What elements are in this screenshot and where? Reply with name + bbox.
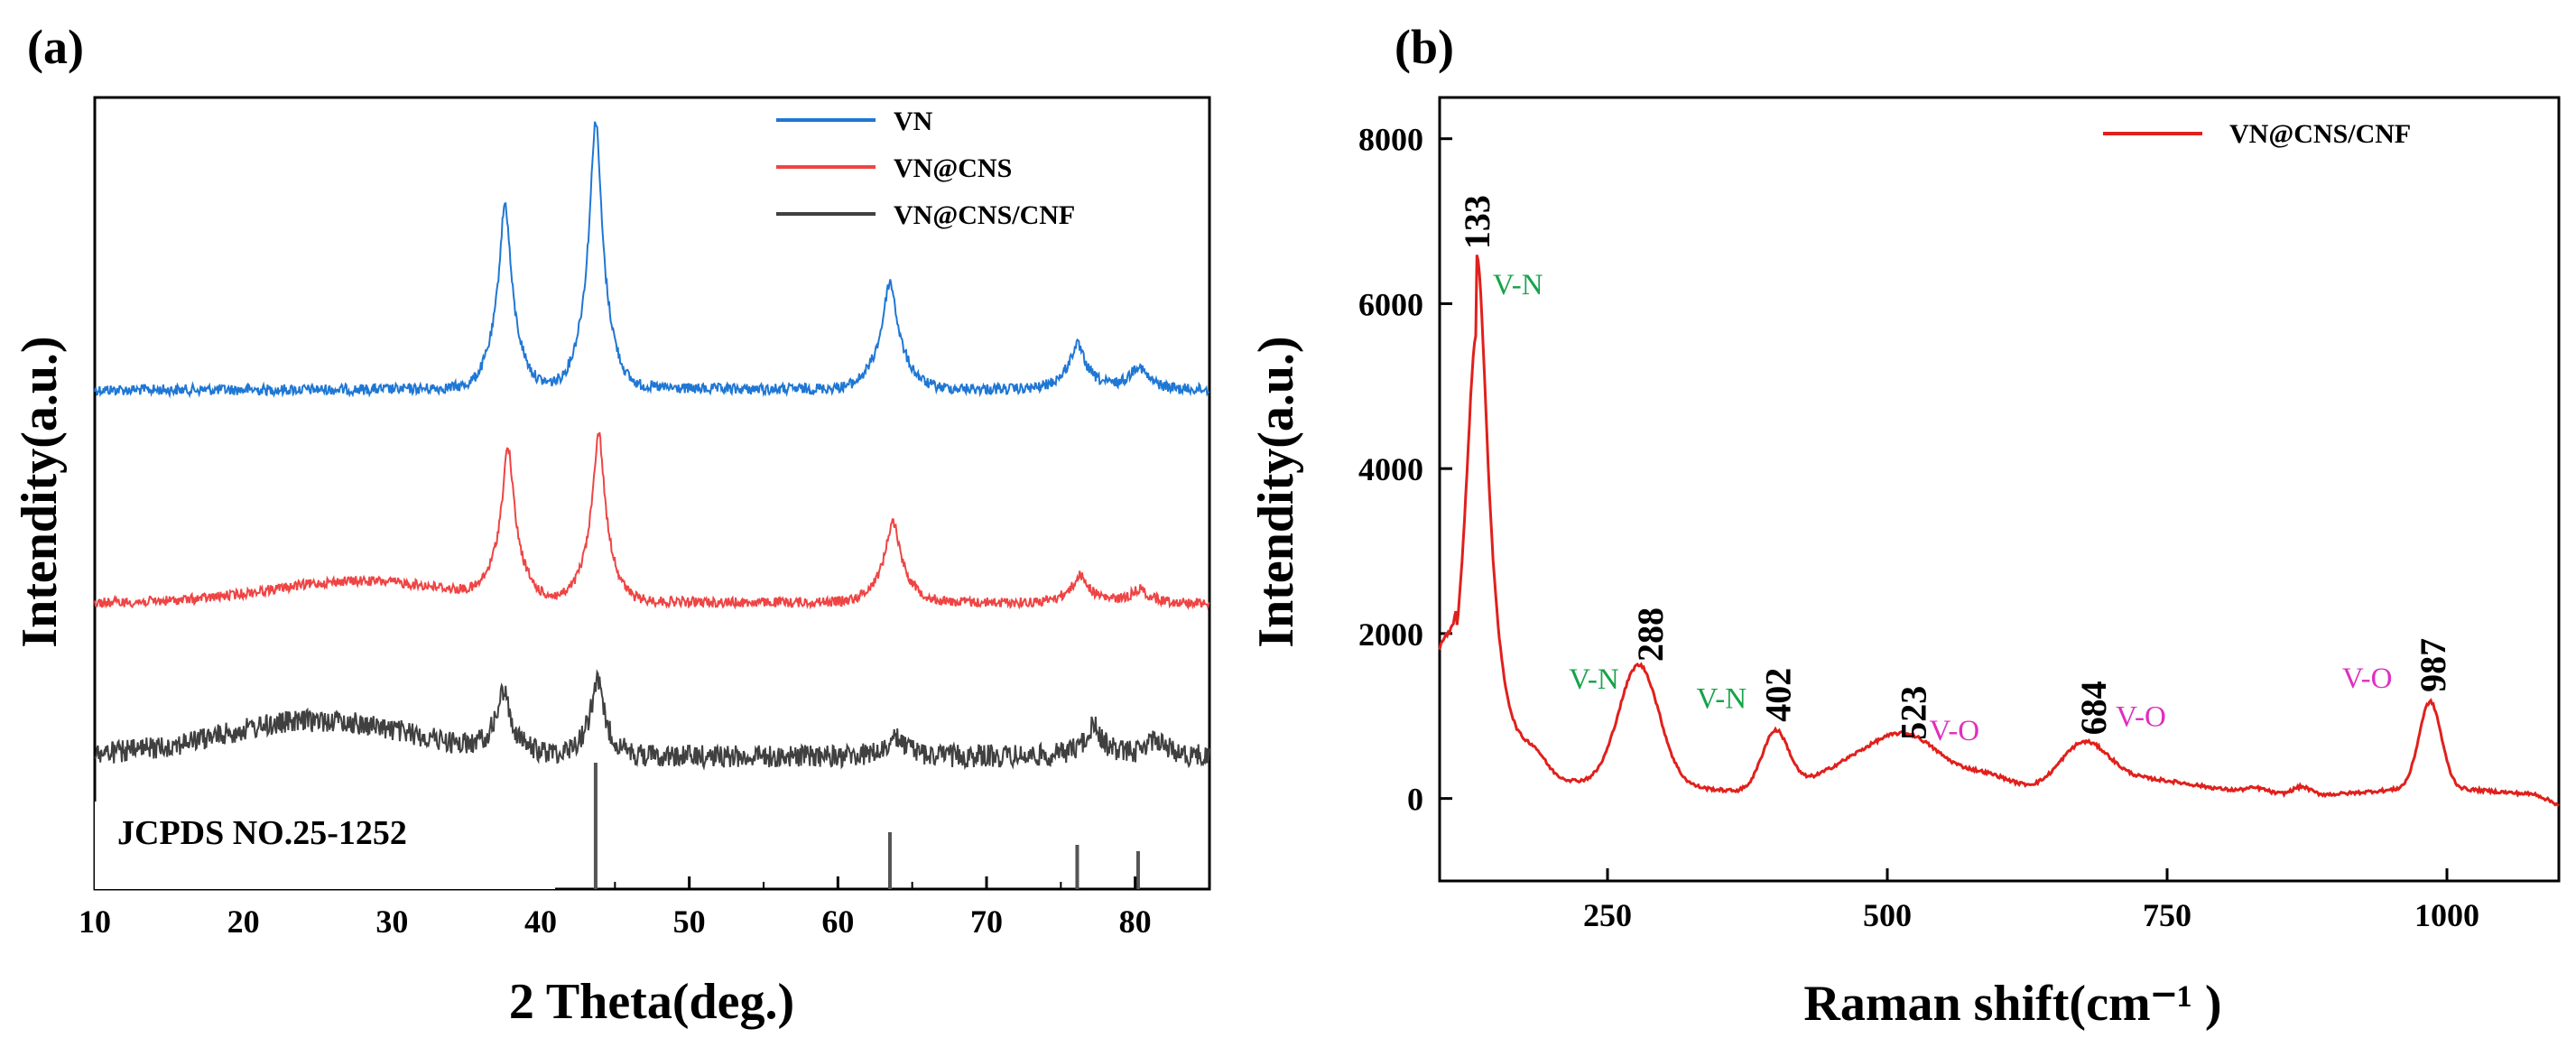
panel-b-y-axis-title: Intendity(a.u.) <box>1248 336 1304 647</box>
panel-a-x-tick-label: 10 <box>79 904 111 940</box>
panel-b-series-group <box>1438 255 2560 807</box>
panel-a-x-ticks: 10 20 30 40 50 60 70 80 <box>79 876 1152 940</box>
jcpds-label: JCPDS NO.25-1252 <box>117 814 407 852</box>
peak-assignment-label: V-N <box>1696 683 1747 716</box>
panel-a-x-tick-label: 20 <box>227 904 260 940</box>
panel-b: (b) 0 2000 4000 6000 8000 250 500 750 1000 133 V… <box>1248 20 2561 1032</box>
panel-b-x-tick-label: 1000 <box>2414 897 2479 933</box>
panel-b-x-tick-label: 500 <box>1863 897 1912 933</box>
panel-b-y-tick-label: 2000 <box>1358 616 1423 653</box>
panel-a-x-tick-label: 40 <box>524 904 557 940</box>
panel-a-label: (a) <box>27 20 84 74</box>
panel-b-raman-line <box>1438 255 2560 807</box>
panel-b-plot-frame <box>1438 96 2561 883</box>
peak-assignment-label: V-O <box>2342 663 2393 695</box>
panel-b-y-tick-label: 8000 <box>1358 122 1423 158</box>
peak-assignment-label: V-O <box>2116 700 2166 733</box>
panel-b-y-ticks: 0 2000 4000 6000 8000 <box>1358 122 1452 818</box>
jcpds-box-bg <box>95 802 555 889</box>
peak-assignment-label: V-N <box>1569 663 1619 696</box>
panel-b-label: (b) <box>1395 20 1454 74</box>
peak-value-label: 133 <box>1457 195 1497 249</box>
peak-assignment-label: V-O <box>1930 715 1980 747</box>
panel-a-y-axis-title: Intendity(a.u.) <box>12 336 68 647</box>
panel-a-x-axis-title: 2 Theta(deg.) <box>509 974 794 1030</box>
panel-a: (a) 10 20 30 40 50 60 70 80 VN VN@CNS VN@CNS/CN… <box>12 20 1211 1030</box>
panel-a-series-line <box>94 431 1210 611</box>
panel-a-series-line <box>94 121 1210 399</box>
peak-value-label: 288 <box>1630 607 1671 662</box>
peak-value-label: 987 <box>2413 638 2453 692</box>
panel-a-x-tick-label: 60 <box>821 904 854 940</box>
legend-label-raman: VN@CNS/CNF <box>2229 119 2411 149</box>
panel-b-x-tick-label: 750 <box>2143 897 2191 933</box>
peak-value-label: 684 <box>2073 681 2114 735</box>
panel-a-x-tick-label: 80 <box>1119 904 1152 940</box>
legend-label-vn-cns: VN@CNS <box>894 153 1012 183</box>
panel-b-legend: VN@CNS/CNF <box>2103 119 2411 149</box>
panel-b-y-tick-label: 4000 <box>1358 451 1423 487</box>
panel-a-plot-frame <box>93 96 1211 891</box>
panel-a-reference-lines <box>503 763 1140 889</box>
peak-assignment-label: V-N <box>1493 269 1543 301</box>
panel-b-x-ticks: 250 500 750 1000 <box>1583 868 2479 933</box>
peak-value-label: 523 <box>1894 686 1934 740</box>
panel-a-x-tick-label: 50 <box>673 904 706 940</box>
panel-a-series-group <box>94 121 1210 771</box>
legend-label-vn: VN <box>894 107 933 136</box>
panel-b-x-axis-title: Raman shift(cm⁻¹ ) <box>1803 976 2221 1032</box>
peak-value-label: 402 <box>1757 668 1798 722</box>
panel-a-legend: VN VN@CNS VN@CNS/CNF <box>776 107 1075 230</box>
panel-a-series-line <box>94 669 1210 771</box>
panel-a-x-tick-label: 70 <box>970 904 1003 940</box>
legend-label-vn-cns-cnf: VN@CNS/CNF <box>894 200 1075 230</box>
panel-a-x-tick-label: 30 <box>375 904 408 940</box>
panel-b-y-tick-label: 6000 <box>1358 286 1423 322</box>
jcpds-reference-box: JCPDS NO.25-1252 <box>95 802 555 889</box>
panel-b-x-tick-label: 250 <box>1583 897 1632 933</box>
panel-b-y-tick-label: 0 <box>1407 782 1423 818</box>
